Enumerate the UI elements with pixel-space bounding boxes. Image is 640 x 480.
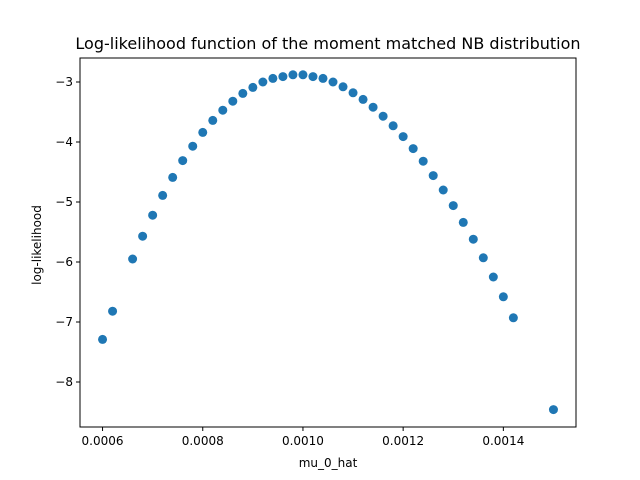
data-point-9 [198,127,208,137]
data-point-20 [308,72,318,82]
data-point-8 [188,141,198,151]
chart-title: Log-likelihood function of the moment ma… [75,34,580,53]
data-point-38 [488,272,498,282]
axes-frame [79,57,577,428]
data-point-1 [108,306,118,316]
y-axis-ticks: −3 −4 −5 −6 −7 −8 [55,75,80,389]
x-tick-label-2: 0.0010 [282,434,324,448]
x-tick-label-3: 0.0012 [382,434,424,448]
x-axis-ticks: 0.0006 0.0008 0.0010 0.0012 0.0014 [82,427,524,448]
data-point-31 [418,156,428,166]
data-point-21 [318,73,328,83]
data-point-30 [408,144,418,154]
data-point-3 [138,231,148,241]
data-point-5 [158,190,168,200]
data-point-29 [398,132,408,142]
data-point-19 [298,70,308,80]
data-point-16 [268,73,278,83]
y-axis-label: log-likelihood [30,205,44,285]
data-point-26 [368,102,378,112]
y-tick-label-0: −3 [55,75,73,89]
data-point-18 [288,70,298,80]
data-point-33 [438,185,448,195]
x-tick-label-0: 0.0006 [82,434,124,448]
data-point-37 [478,253,488,263]
data-point-2 [128,254,138,264]
data-point-41 [548,405,558,415]
data-point-12 [228,96,238,106]
data-point-28 [388,121,398,131]
x-tick-label-4: 0.0014 [482,434,524,448]
data-point-34 [448,201,458,211]
data-point-36 [468,234,478,244]
data-point-0 [98,334,108,344]
x-axis-label: mu_0_hat [299,456,358,470]
data-point-17 [278,72,288,82]
data-point-14 [248,82,258,92]
data-point-22 [328,77,338,87]
data-point-39 [498,292,508,302]
y-tick-label-4: −7 [55,315,73,329]
y-tick-label-2: −5 [55,195,73,209]
data-point-32 [428,171,438,181]
x-tick-label-1: 0.0008 [182,434,224,448]
data-point-23 [338,82,348,92]
data-point-35 [458,217,468,227]
data-point-4 [148,210,158,220]
data-point-11 [218,105,228,115]
data-points [98,70,558,415]
data-point-40 [508,313,518,323]
data-point-15 [258,77,268,87]
data-point-25 [358,94,368,104]
data-point-24 [348,88,358,98]
y-tick-label-1: −4 [55,135,73,149]
data-point-7 [178,156,188,166]
data-point-10 [208,115,218,125]
data-point-6 [168,172,178,182]
y-tick-label-3: −6 [55,255,73,269]
data-point-13 [238,88,248,98]
data-point-27 [378,111,388,121]
y-tick-label-5: −8 [55,375,73,389]
